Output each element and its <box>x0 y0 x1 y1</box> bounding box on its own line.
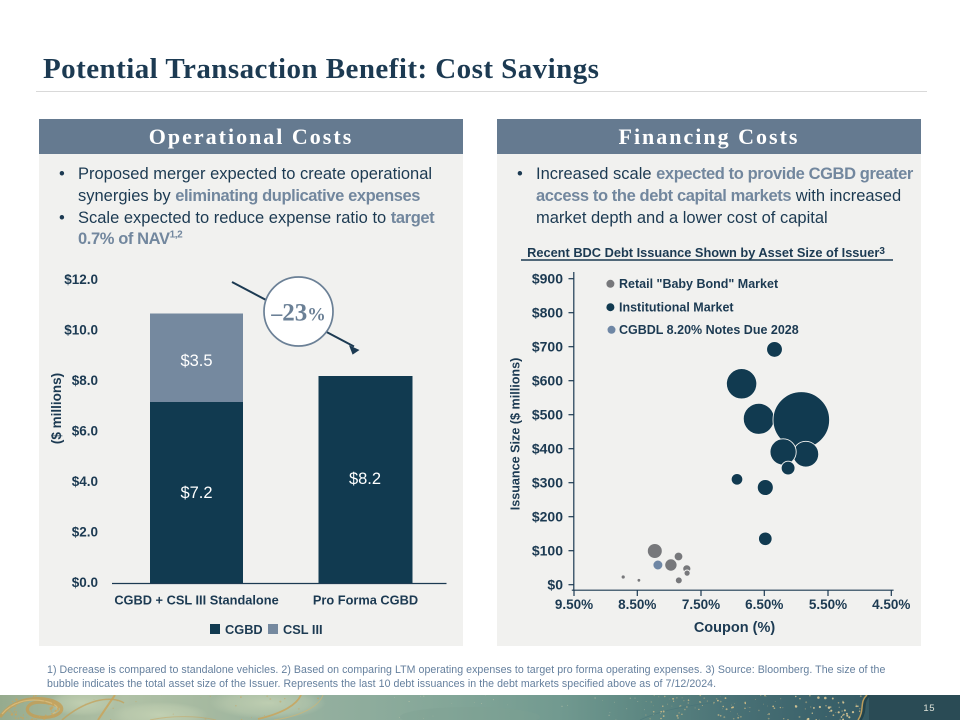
svg-text:$800: $800 <box>532 305 563 321</box>
svg-text:$8.0: $8.0 <box>72 373 98 388</box>
svg-text:Coupon (%): Coupon (%) <box>694 620 776 636</box>
svg-text:5.50%: 5.50% <box>809 597 847 612</box>
svg-text:CSL III: CSL III <box>283 622 323 637</box>
svg-text:$300: $300 <box>532 475 563 491</box>
svg-text:$8.2: $8.2 <box>349 470 381 488</box>
svg-text:CGBD + CSL III Standalone: CGBD + CSL III Standalone <box>114 593 278 608</box>
svg-text:Pro Forma CGBD: Pro Forma CGBD <box>313 593 418 608</box>
svg-text:7.50%: 7.50% <box>682 597 720 612</box>
svg-text:CGBDL 8.20% Notes Due 2028: CGBDL 8.20% Notes Due 2028 <box>619 323 799 337</box>
svg-text:Recent BDC Debt Issuance Shown: Recent BDC Debt Issuance Shown by Asset … <box>527 245 885 260</box>
svg-text:$0: $0 <box>547 577 563 593</box>
svg-text:6.50%: 6.50% <box>745 597 783 612</box>
svg-text:$100: $100 <box>532 543 563 559</box>
svg-text:$10.0: $10.0 <box>64 323 98 338</box>
svg-text:Institutional Market: Institutional Market <box>619 300 734 314</box>
svg-text:$3.5: $3.5 <box>180 352 212 370</box>
svg-text:4.50%: 4.50% <box>872 597 910 612</box>
svg-text:($ millions): ($ millions) <box>49 373 64 444</box>
svg-text:$4.0: $4.0 <box>72 474 98 489</box>
svg-text:$200: $200 <box>532 509 563 525</box>
svg-text:$900: $900 <box>532 271 563 287</box>
svg-text:Retail "Baby Bond" Market: Retail "Baby Bond" Market <box>619 277 779 291</box>
svg-text:$700: $700 <box>532 339 563 355</box>
svg-text:$0.0: $0.0 <box>72 575 98 590</box>
svg-text:8.50%: 8.50% <box>618 597 656 612</box>
svg-text:$600: $600 <box>532 373 563 389</box>
svg-text:$6.0: $6.0 <box>72 424 98 439</box>
svg-text:$2.0: $2.0 <box>72 525 98 540</box>
svg-text:$12.0: $12.0 <box>64 272 98 287</box>
svg-text:Issuance Size ($ millions): Issuance Size ($ millions) <box>509 358 523 511</box>
svg-text:$500: $500 <box>532 407 563 423</box>
svg-text:$7.2: $7.2 <box>180 484 212 502</box>
svg-text:CGBD: CGBD <box>225 622 263 637</box>
svg-text:$400: $400 <box>532 441 563 457</box>
svg-text:9.50%: 9.50% <box>555 597 593 612</box>
